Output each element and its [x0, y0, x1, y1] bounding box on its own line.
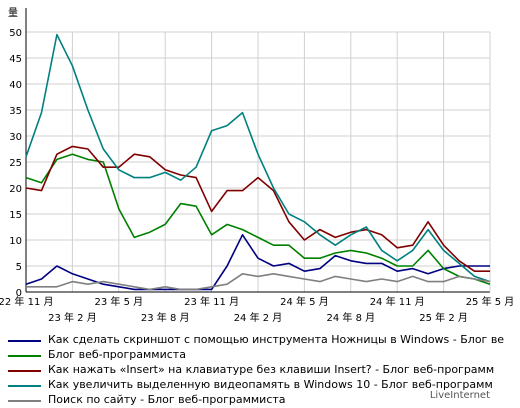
series-line-4 [25, 33, 491, 283]
x-tick-label: 24 年 8 月 [326, 311, 375, 324]
x-tick-label: 23 年 2 月 [48, 311, 97, 324]
y-tick-label: 30 [9, 132, 22, 143]
series-line-3 [25, 145, 490, 273]
legend-label: Блог веб-программиста [48, 348, 186, 361]
legend-item-3[interactable]: Как нажать «Insert» на клавиатуре без кл… [8, 363, 520, 378]
legend-label: Как увеличить выделенную видеопамять в W… [48, 378, 493, 391]
line-chart: 量 0 5 10 15 20 25 30 35 40 45 50 22 年 11 月 23 年 2 月… [0, 7, 514, 324]
legend-label: Поиск по сайту - Блог веб-программиста [48, 393, 286, 406]
y-unit-label: 量 [8, 7, 18, 19]
y-tick-label: 5 [16, 262, 22, 273]
legend-item-2[interactable]: Блог веб-программиста [8, 348, 520, 363]
legend-swatch [8, 385, 41, 387]
y-tick-label: 40 [9, 80, 22, 91]
x-tick-label: 24 年 5 月 [280, 295, 329, 308]
y-tick-label: 50 [9, 28, 22, 39]
legend-swatch [8, 370, 41, 372]
y-tick-label: 45 [9, 54, 22, 65]
x-tick-label: 24 年 11 月 [370, 295, 425, 308]
legend-item-1[interactable]: Как сделать скриншот с помощью инструмен… [8, 333, 520, 348]
series-lines [25, 33, 491, 291]
x-tick-label: 23 年 11 月 [184, 295, 239, 308]
x-tick-label: 22 年 11 月 [0, 295, 54, 308]
y-tick-label: 20 [9, 184, 22, 195]
y-tick-label: 0 [16, 288, 22, 299]
y-tick-labels: 0 5 10 15 20 25 30 35 40 45 50 [9, 28, 22, 299]
legend: Как сделать скриншот с помощью инструмен… [8, 333, 520, 408]
x-tick-labels: 22 年 11 月 23 年 2 月 23 年 5 月 23 年 8 月 23 年 11… [0, 295, 514, 324]
legend-item-4[interactable]: Как увеличить выделенную видеопамять в W… [8, 378, 520, 393]
grid-lines [25, 31, 491, 293]
x-tick-label: 23 年 5 月 [94, 295, 143, 308]
brand-label[interactable]: LiveInternet [429, 390, 490, 401]
x-tick-label: 25 年 2 月 [419, 311, 468, 324]
y-tick-label: 10 [9, 236, 22, 247]
series-line-1 [25, 234, 490, 291]
legend-swatch [8, 400, 41, 402]
legend-label: Как сделать скриншот с помощью инструмен… [48, 333, 505, 346]
y-tick-label: 25 [9, 158, 22, 169]
legend-label: Как нажать «Insert» на клавиатуре без кл… [48, 363, 495, 376]
x-tick-label: 23 年 8 月 [141, 311, 190, 324]
y-tick-label: 35 [9, 106, 22, 117]
x-tick-label: 24 年 2 月 [234, 311, 283, 324]
series-line-2 [25, 153, 491, 285]
legend-swatch [8, 340, 41, 342]
x-tick-label: 25 年 5 月 [466, 295, 515, 308]
series-line-5 [26, 272, 491, 291]
y-tick-label: 15 [9, 210, 22, 221]
legend-swatch [8, 355, 41, 357]
legend-item-5[interactable]: Поиск по сайту - Блог веб-программиста [8, 393, 520, 408]
axes [25, 8, 491, 293]
